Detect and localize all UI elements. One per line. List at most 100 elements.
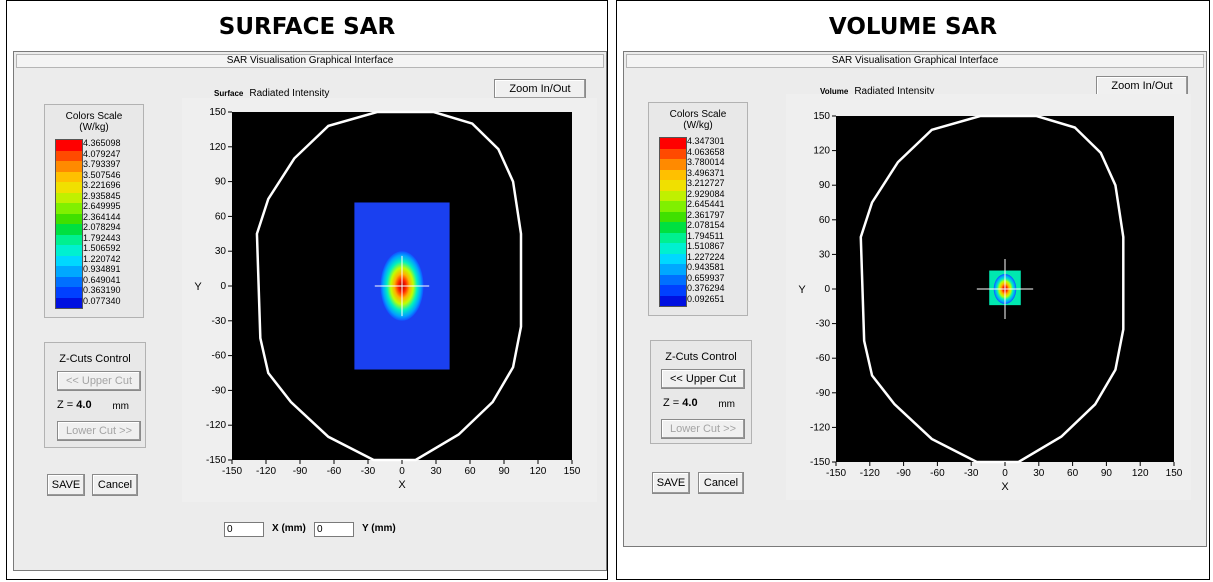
color-swatch: [56, 276, 82, 287]
color-swatch: [660, 264, 686, 275]
x-tick-label: 30: [430, 466, 442, 477]
mode-label: Volume: [820, 87, 849, 96]
x-coordinate-input[interactable]: 0: [224, 522, 264, 537]
mode-subtitle: Radiated Intensity: [854, 86, 935, 97]
scale-value: 2.935845: [83, 190, 121, 201]
cancel-button[interactable]: Cancel: [92, 474, 138, 496]
mode-subtitle: Radiated Intensity: [249, 88, 330, 99]
scale-value: 2.929084: [687, 188, 725, 199]
color-swatch: [56, 224, 82, 235]
zoom-button[interactable]: Zoom In/Out: [1096, 76, 1188, 96]
color-swatch: [660, 222, 686, 233]
color-swatch: [56, 255, 82, 266]
x-tick-label: 150: [564, 466, 581, 477]
scale-value: 3.496371: [687, 167, 725, 178]
scale-values: 4.365098 4.079247 3.793397 3.507546 3.221696…: [83, 139, 135, 307]
y-tick-label: 120: [209, 142, 226, 153]
scale-value: 3.221696: [83, 180, 121, 190]
sar-plot[interactable]: -150 -150 -120 -120 -90 -90 -60 -60 -30 -30 0 0 30 30…: [182, 98, 597, 502]
x-tick-label: -120: [256, 466, 276, 477]
scale-value: 0.363190: [83, 285, 121, 295]
x-tick-label: -150: [826, 468, 846, 479]
window-title: SAR Visualisation Graphical Interface: [626, 54, 1204, 68]
x-tick-label: 120: [1132, 468, 1149, 479]
y-coordinate-input[interactable]: 0: [314, 522, 354, 537]
y-tick-label: 150: [813, 111, 830, 122]
color-swatch: [56, 245, 82, 256]
save-button[interactable]: SAVE: [47, 474, 85, 496]
y-tick-label: 90: [215, 177, 227, 188]
scale-value: 2.364144: [83, 211, 121, 222]
scale-value: 1.794511: [687, 230, 724, 241]
z-value: 4.0: [76, 399, 92, 411]
color-swatch: [56, 140, 82, 151]
scale-value: 1.227224: [687, 251, 725, 262]
scale-value: 2.078294: [83, 222, 121, 232]
y-axis-label: Y: [798, 284, 806, 296]
x-axis-label: X: [1001, 481, 1009, 493]
x-tick-label: 60: [1067, 468, 1079, 479]
x-coordinate-label: X (mm): [272, 523, 306, 534]
scale-value: 0.943581: [687, 262, 725, 272]
color-swatch: [660, 232, 686, 243]
scale-value: 0.659937: [687, 272, 725, 283]
upper-cut-button[interactable]: << Upper Cut: [661, 369, 745, 389]
scale-value: 4.079247: [83, 148, 121, 159]
colors-scale-label: Colors Scale: [65, 111, 123, 122]
colors-scale: Colors Scale (W/kg) 4.365098 4.079247 3.79…: [44, 104, 144, 318]
panel-heading: SURFACE SAR: [218, 14, 396, 40]
z-readout: Z = 4.0: [57, 399, 92, 411]
scale-value: 0.077340: [83, 295, 121, 306]
color-swatch: [56, 234, 82, 245]
x-tick-label: -30: [361, 466, 376, 477]
color-swatch: [660, 159, 686, 170]
color-swatch: [660, 211, 686, 222]
zoom-button[interactable]: Zoom In/Out: [494, 79, 586, 99]
y-tick-label: 60: [215, 211, 227, 222]
colors-scale: Colors Scale (W/kg) 4.347301 4.063658 3.78…: [648, 102, 748, 316]
x-tick-label: -30: [964, 468, 979, 479]
scale-value: 4.347301: [687, 136, 725, 146]
x-tick-label: 150: [1166, 468, 1183, 479]
scale-value: 1.506592: [83, 243, 121, 253]
sar-plot[interactable]: -150 -150 -120 -120 -90 -90 -60 -60 -30 -30 0 0 30 30…: [786, 94, 1191, 500]
color-swatch: [56, 213, 82, 224]
colors-scale-label: Colors Scale: [669, 109, 727, 120]
sar-plot-svg: -150-150 -120 -120 -90 -90 -60 -60 -30 -30 0 0 30 30…: [194, 107, 581, 491]
lower-cut-button[interactable]: Lower Cut >>: [661, 419, 745, 439]
y-tick-label: 60: [819, 215, 831, 226]
y-axis-label: Y: [194, 281, 202, 293]
color-swatch: [660, 138, 686, 149]
x-tick-label: 90: [498, 466, 510, 477]
z-cuts-control: Z-Cuts Control << Upper Cut Z = 4.0 mm L…: [44, 342, 146, 448]
save-button[interactable]: SAVE: [652, 472, 690, 494]
z-readout: Z = 4.0: [663, 397, 698, 409]
upper-cut-button[interactable]: << Upper Cut: [57, 371, 141, 391]
color-swatch: [660, 169, 686, 180]
y-tick-label: -30: [816, 319, 831, 330]
volume-sar-cell: VOLUME SAR SAR Visualisation Graphical I…: [616, 0, 1210, 580]
y-tick-label: 90: [819, 180, 831, 191]
color-swatch: [660, 180, 686, 191]
window-title: SAR Visualisation Graphical Interface: [16, 54, 604, 68]
color-swatch: [660, 190, 686, 201]
y-tick-label: -150: [206, 455, 226, 466]
color-swatch: [56, 297, 82, 308]
z-label: Z =: [57, 399, 74, 411]
x-tick-label: -90: [293, 466, 308, 477]
z-unit: mm: [718, 399, 735, 410]
lower-cut-button[interactable]: Lower Cut >>: [57, 421, 141, 441]
color-swatch: [56, 203, 82, 214]
cancel-button[interactable]: Cancel: [698, 472, 744, 494]
scale-value: 3.793397: [83, 159, 121, 169]
color-swatch: [660, 243, 686, 254]
scale-value: 0.376294: [687, 283, 725, 293]
phantom-contour: [255, 110, 523, 462]
colors-scale-title: Colors Scale (W/kg): [649, 109, 747, 131]
color-swatch: [660, 253, 686, 264]
x-tick-label: 60: [464, 466, 476, 477]
mode-header: Volume Radiated Intensity: [820, 86, 934, 97]
color-swatch: [56, 266, 82, 277]
color-swatch: [56, 150, 82, 161]
x-tick-label: 0: [1002, 468, 1008, 479]
